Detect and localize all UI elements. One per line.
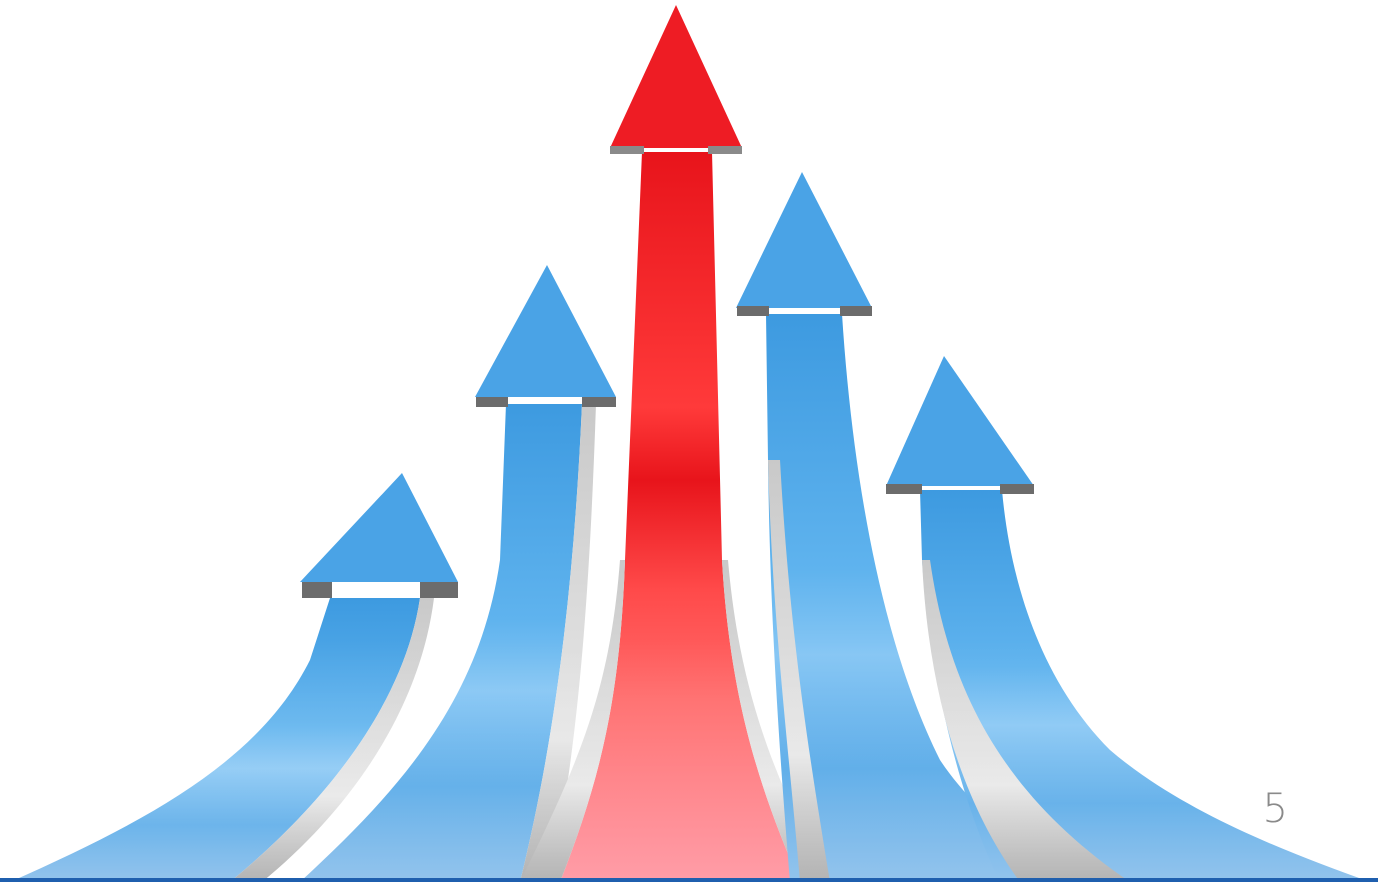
page-number: 5: [1262, 786, 1288, 832]
bottom-rule: [0, 878, 1378, 882]
